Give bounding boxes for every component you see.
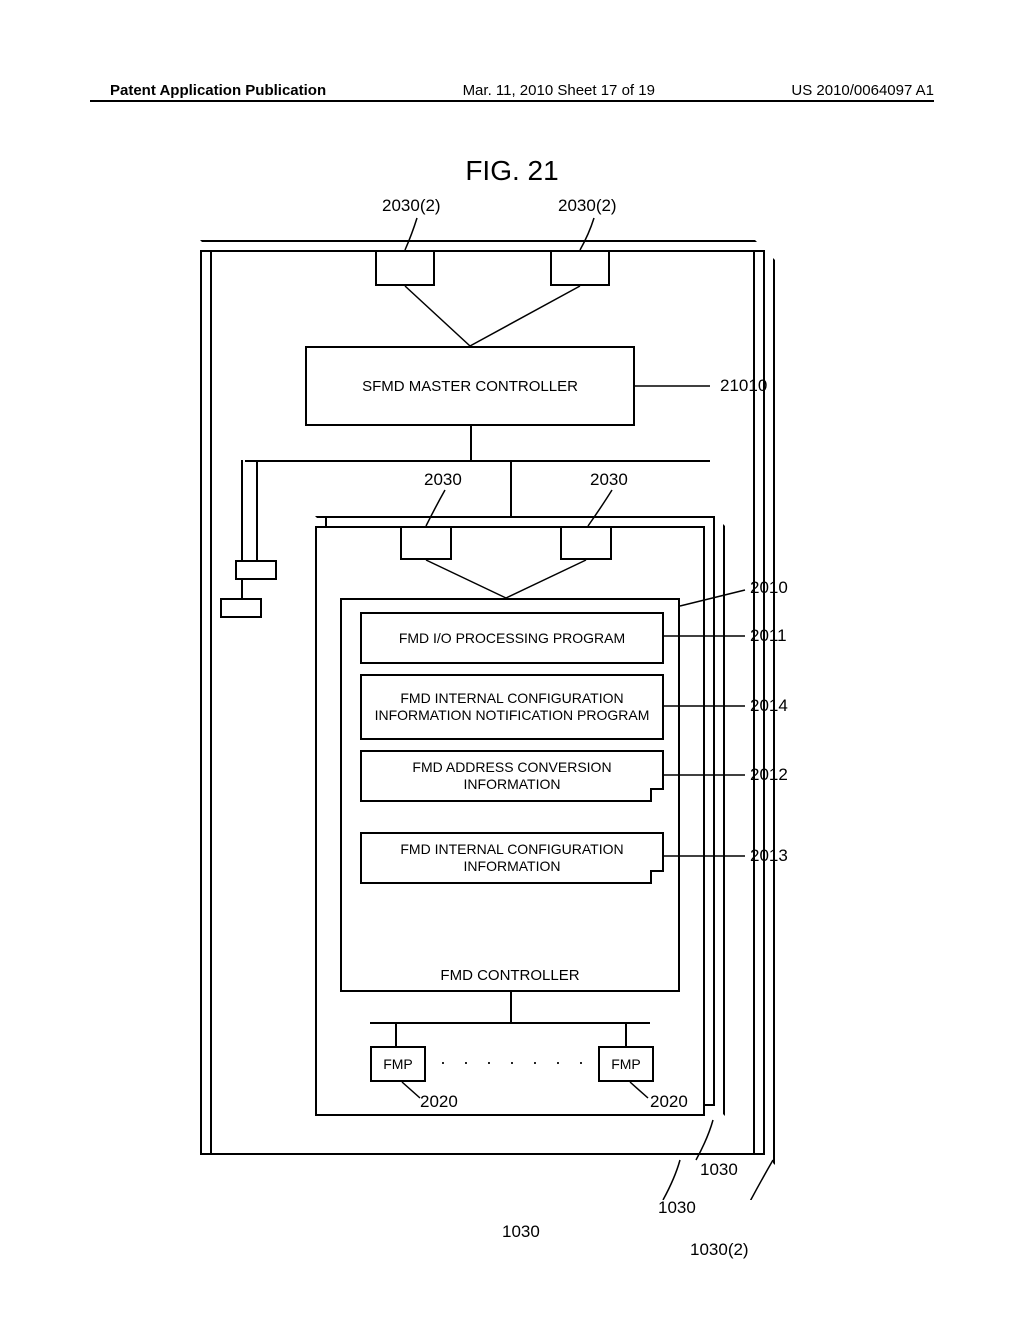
ref-2010: 2010 (750, 578, 788, 598)
inner-port-1 (400, 526, 452, 560)
item1-label: FMD I/O PROCESSING PROGRAM (399, 630, 625, 647)
item3-label: FMD ADDRESS CONVERSION INFORMATION (368, 759, 656, 793)
sfmd-down-line (470, 426, 472, 460)
header-center: Mar. 11, 2010 Sheet 17 of 19 (463, 82, 655, 99)
stack1-line (256, 460, 258, 560)
ref-2030a: 2030 (424, 470, 462, 490)
stack2-box (220, 598, 262, 618)
fmd-io-program-box: FMD I/O PROCESSING PROGRAM (360, 612, 664, 664)
outer-port-2 (550, 250, 610, 286)
ref-2014: 2014 (750, 696, 788, 716)
ref-1030-2: 1030(2) (690, 1240, 749, 1260)
sfmd-master-controller-box: SFMD MASTER CONTROLLER (305, 346, 635, 426)
ref-2030b: 2030 (590, 470, 628, 490)
fmd-config-notify-box: FMD INTERNAL CONFIGURATION INFORMATION N… (360, 674, 664, 740)
ref-2030-2a: 2030(2) (382, 196, 441, 216)
inner-top-edge (315, 516, 715, 526)
ref-2011: 2011 (750, 626, 787, 646)
diagram: SFMD MASTER CONTROLLER FMD I/O PROCESSIN… (180, 200, 820, 1200)
fmd-addr-conv-box: FMD ADDRESS CONVERSION INFORMATION (360, 750, 664, 802)
fmp2-line (625, 1022, 627, 1046)
ref-1030c: 1030 (502, 1222, 540, 1242)
sfmd-label: SFMD MASTER CONTROLLER (362, 378, 578, 395)
outer-slab-top-edge (200, 240, 765, 250)
figure-title: FIG. 21 (0, 155, 1024, 187)
ref-1030b: 1030 (658, 1198, 696, 1218)
fmp-ellipsis: · · · · · · · (440, 1052, 590, 1073)
fmp2-label: FMP (611, 1056, 641, 1072)
ctrl-down-line (510, 992, 512, 1022)
ref-2020a: 2020 (420, 1092, 458, 1112)
fmp-bus (370, 1022, 650, 1024)
stack1-box (235, 560, 277, 580)
ref-1030a: 1030 (700, 1160, 738, 1180)
item4-label: FMD INTERNAL CONFIGURATION INFORMATION (368, 841, 656, 875)
ref-2012: 2012 (750, 765, 788, 785)
fmp-box-1: FMP (370, 1046, 426, 1082)
fmd-controller-box: FMD I/O PROCESSING PROGRAM FMD INTERNAL … (340, 598, 680, 992)
header-right: US 2010/0064097 A1 (791, 82, 934, 99)
item2-label: FMD INTERNAL CONFIGURATION INFORMATION N… (368, 690, 656, 724)
ref-21010: 21010 (720, 376, 767, 396)
dogear-icon (650, 788, 664, 802)
inner-down-line (510, 460, 512, 516)
fmd-controller-label: FMD CONTROLLER (342, 967, 678, 984)
fmd-internal-config-box: FMD INTERNAL CONFIGURATION INFORMATION (360, 832, 664, 884)
outer-port-1 (375, 250, 435, 286)
fmp1-label: FMP (383, 1056, 413, 1072)
fmp-box-2: FMP (598, 1046, 654, 1082)
header-left: Patent Application Publication (110, 82, 326, 99)
dogear-icon (650, 870, 664, 884)
horizontal-bus (245, 460, 710, 462)
inner-side-edge (715, 516, 725, 1116)
ref-2030-2b: 2030(2) (558, 196, 617, 216)
ref-2013: 2013 (750, 846, 788, 866)
header-rule (90, 100, 934, 102)
fmp1-line (395, 1022, 397, 1046)
page-header: Patent Application Publication Mar. 11, … (0, 82, 1024, 99)
inner-port-2 (560, 526, 612, 560)
ref-2020b: 2020 (650, 1092, 688, 1112)
